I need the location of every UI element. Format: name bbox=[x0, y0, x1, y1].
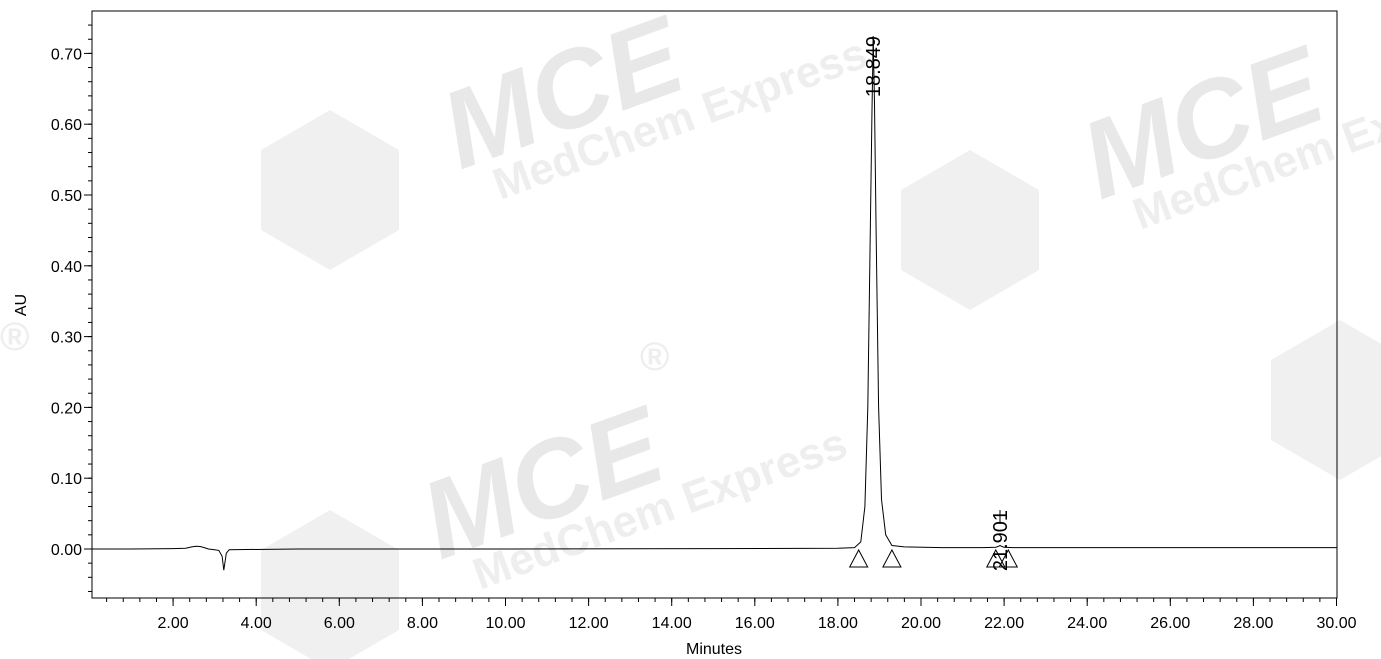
peak-start-marker bbox=[985, 548, 1006, 568]
peak-end-marker bbox=[882, 548, 902, 568]
peak-end-marker bbox=[998, 548, 1019, 568]
x-tick-label: 10.00 bbox=[485, 615, 525, 632]
x-tick-label: 20.00 bbox=[901, 615, 941, 632]
x-tick-label: 12.00 bbox=[569, 615, 609, 632]
x-tick-label: 2.00 bbox=[158, 615, 189, 632]
x-tick-label: 26.00 bbox=[1150, 615, 1190, 632]
plot-frame bbox=[91, 10, 1338, 599]
x-tick-label: 4.00 bbox=[241, 615, 272, 632]
x-tick-label: 24.00 bbox=[1067, 615, 1107, 632]
y-tick-label: 0.10 bbox=[51, 471, 82, 488]
x-axis-label: Minutes bbox=[686, 641, 742, 658]
peak-label: 21.901 bbox=[990, 510, 1012, 571]
y-tick-label: 0.00 bbox=[51, 542, 82, 559]
y-tick-label: 0.50 bbox=[51, 188, 82, 205]
peak-annotations: 18.849 21.901 bbox=[848, 36, 1019, 571]
y-tick-label: 0.20 bbox=[51, 400, 82, 417]
x-tick-label: 14.00 bbox=[652, 615, 692, 632]
chromatogram-trace bbox=[92, 39, 1337, 571]
x-axis: 2.00 4.00 6.00 8.00 10.00 12.00 14.00 16.00 18.0… bbox=[106, 598, 1357, 632]
y-axis: 0.00 0.10 0.20 0.30 0.40 0.50 0.60 0.70 bbox=[51, 24, 92, 592]
x-tick-label: 22.00 bbox=[984, 615, 1024, 632]
y-tick-label: 0.70 bbox=[51, 46, 82, 63]
peak-label: 18.849 bbox=[863, 36, 885, 97]
x-tick-label: 16.00 bbox=[735, 615, 775, 632]
x-tick-label: 30.00 bbox=[1316, 615, 1356, 632]
y-tick-label: 0.40 bbox=[51, 259, 82, 276]
y-tick-label: 0.30 bbox=[51, 330, 82, 347]
peak-start-marker bbox=[848, 548, 869, 568]
x-tick-label: 6.00 bbox=[324, 615, 355, 632]
x-tick-label: 8.00 bbox=[407, 615, 438, 632]
x-tick-label: 28.00 bbox=[1233, 615, 1273, 632]
y-tick-label: 0.60 bbox=[51, 117, 82, 134]
y-axis-label: AU bbox=[13, 294, 30, 316]
x-tick-label: 18.00 bbox=[818, 615, 858, 632]
